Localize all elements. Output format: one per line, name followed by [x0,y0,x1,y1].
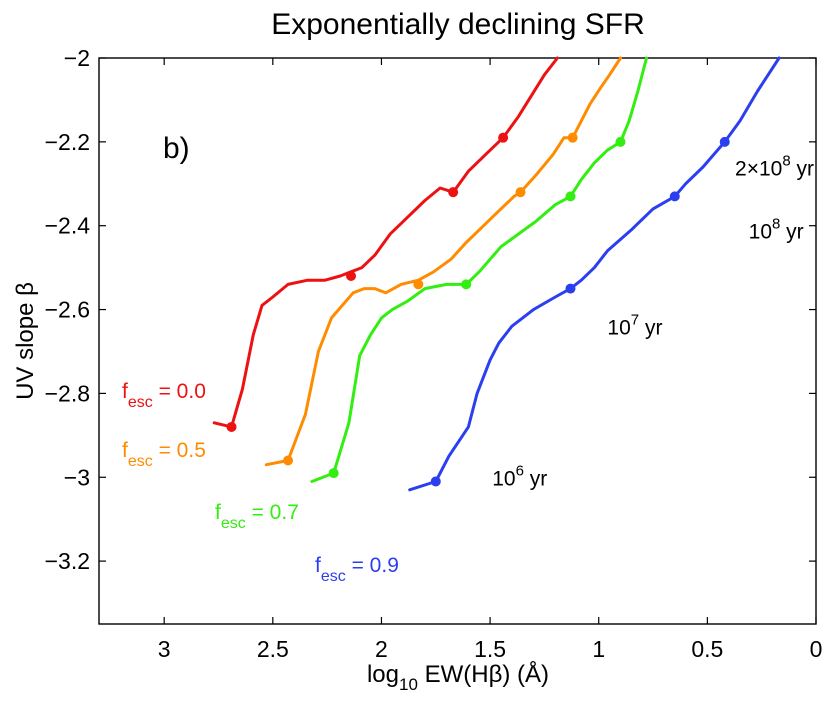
y-tick-label: −3.2 [45,548,90,574]
y-tick-label: −3 [64,464,90,490]
series-marker [430,476,441,487]
y-axis-label: UV slope β [12,282,39,400]
age-annotation-exp: 8 [772,215,780,232]
series-label-sub: esc [221,515,246,532]
series-label: fesc = 0.0 [122,380,206,411]
series-1 [264,56,622,467]
x-axis-label: log10 EW(Hβ) (Å) [367,660,549,694]
age-annotation-base: 2×10 [735,157,782,180]
age-annotation-suffix: yr [524,468,547,491]
series-3 [408,56,781,492]
age-annotation-suffix: yr [780,220,803,243]
age-annotation: 2×108 yr [735,152,814,180]
x-tick-label: 1 [592,636,605,662]
x-tick-label: 1.5 [474,636,506,662]
age-annotation-base: 10 [607,317,630,340]
series-label-rest: = 0.9 [346,554,399,577]
age-annotation-base: 10 [749,220,772,243]
series-label-sub: esc [128,394,153,411]
series-2 [310,56,648,483]
series-marker [448,187,459,198]
y-tick-label: −2.6 [45,297,90,323]
series-label-sub: esc [128,453,153,470]
panel-label: b) [163,132,190,165]
x-tick-label: 0.5 [691,636,723,662]
series-marker [719,136,730,147]
axis-ticks: 3 2.5 2 1.5 1 0.5 0 −2 −2.2 −2.4 −2.6 −2.8 −3 −3.2 [45,45,823,662]
series-label: fesc = 0.7 [215,501,299,532]
x-axis-label-suffix: EW(Hβ) (Å) [418,660,549,688]
age-annotation: 107 yr [607,312,662,340]
age-annotation-base: 10 [492,468,515,491]
age-annotation-exp: 6 [516,463,524,480]
age-annotation: 108 yr [749,215,804,243]
series-marker [346,271,357,282]
series-label-main: f [122,380,128,403]
series-marker [565,283,576,294]
series-marker [328,468,339,479]
series-label-main: f [315,554,321,577]
series-line [264,56,622,467]
series-0 [212,56,559,432]
series-marker [226,421,237,432]
series-marker [283,455,294,466]
y-tick-label: −2.4 [45,213,91,239]
x-tick-label: 0 [810,636,823,662]
series-line [408,56,781,492]
series-label-rest: = 0.0 [153,380,206,403]
age-annotation: 106 yr [492,463,547,491]
series-label-main: f [215,501,221,524]
x-tick-label: 3 [158,636,171,662]
series-label-rest: = 0.5 [153,439,206,462]
plot-frame [98,57,817,625]
series-marker [413,279,424,290]
series-marker [615,136,626,147]
x-axis-label-sub: 10 [399,675,418,694]
chart-title: Exponentially declining SFR [271,8,645,41]
series-marker [567,132,578,143]
series-marker [669,191,680,202]
series-label: fesc = 0.5 [122,439,206,470]
age-annotation-suffix: yr [639,317,662,340]
y-tick-label: −2.2 [45,129,90,155]
series-label-sub: esc [321,568,346,585]
x-tick-label: 2 [375,636,388,662]
age-annotation-suffix: yr [791,157,814,180]
series-label: fesc = 0.9 [315,554,399,585]
series-marker [515,187,526,198]
series-marker [498,132,509,143]
x-axis-label-prefix: log [367,661,399,688]
series-label-rest: = 0.7 [246,501,299,524]
age-annotation-exp: 8 [782,152,790,169]
series-label-main: f [122,439,128,462]
series-marker [461,279,472,290]
x-tick-label: 2.5 [257,636,289,662]
series-marker [565,191,576,202]
y-tick-label: −2.8 [45,380,90,406]
series-line [310,56,648,483]
series-group [212,56,781,492]
y-tick-label: −2 [64,45,90,71]
age-annotation-exp: 7 [631,312,639,329]
